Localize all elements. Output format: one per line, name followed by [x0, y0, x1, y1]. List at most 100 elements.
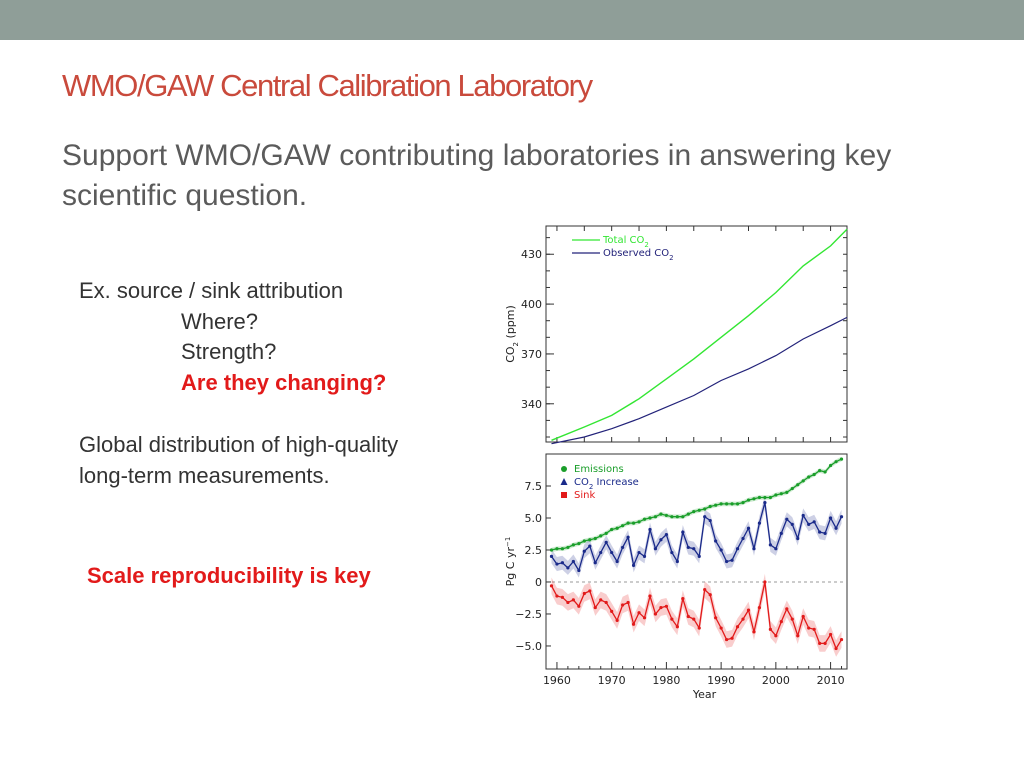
- emissions-point: [675, 515, 679, 519]
- co2-increase-point: [653, 547, 658, 551]
- co2-increase-point: [599, 550, 603, 555]
- co2-increase-uncertainty-band: [551, 495, 842, 578]
- co2-increase-point: [675, 559, 679, 564]
- attribution-heading: Ex. source / sink attribution: [79, 278, 344, 303]
- key-message: Scale reproducibility is key: [87, 563, 371, 588]
- sink-point: [686, 614, 690, 619]
- emissions-point: [692, 509, 696, 514]
- emissions-point: [637, 520, 641, 524]
- sink-point: [582, 591, 586, 596]
- emissions-point: [604, 531, 608, 535]
- sink-point: [692, 617, 696, 621]
- co2-y-tick-label: 430: [521, 248, 542, 261]
- emissions-point: [828, 463, 833, 468]
- emissions-point: [697, 508, 701, 512]
- budget-x-tick-label: 1970: [598, 674, 626, 687]
- emissions-point: [714, 503, 718, 507]
- co2-increase-point: [604, 540, 608, 544]
- co2-increase-point: [571, 559, 575, 564]
- sink-point: [621, 603, 625, 607]
- sink-point: [735, 625, 740, 629]
- sink-point: [828, 632, 833, 637]
- sink-legend-label: Sink: [574, 490, 595, 501]
- budget-x-tick-label: 1960: [543, 674, 571, 687]
- co2-increase-point: [812, 520, 816, 524]
- sink-point: [714, 616, 718, 620]
- emissions-point: [774, 493, 778, 497]
- sink-point: [725, 637, 729, 642]
- emissions-point: [599, 534, 603, 538]
- budget-y-tick-label: 5.0: [525, 512, 543, 525]
- sink-point: [763, 580, 767, 584]
- emissions-point: [648, 516, 652, 520]
- co2-increase-point: [708, 518, 712, 523]
- co2-increase-point: [555, 562, 559, 566]
- emissions-point: [790, 486, 794, 491]
- co2-increase-point: [774, 547, 778, 551]
- sink-point: [796, 634, 800, 638]
- sink-point: [571, 598, 575, 602]
- page-subtitle: Support WMO/GAW contributing laboratorie…: [62, 139, 892, 212]
- co2-increase-point: [730, 558, 734, 562]
- sink-legend-marker: [561, 492, 567, 498]
- emissions-point: [785, 490, 789, 494]
- co2-increase-point: [746, 526, 751, 530]
- budget-y-tick-label: 2.5: [525, 544, 543, 557]
- budget-x-tick-label: 1990: [707, 674, 735, 687]
- attribution-block: Ex. source / sink attribution Where? Str…: [79, 276, 386, 398]
- co2-plot-frame: [545, 225, 848, 443]
- budget-y-tick-label: −5.0: [515, 640, 542, 653]
- top-banner: [0, 0, 1024, 40]
- budget-x-axis-label: Year: [692, 688, 717, 701]
- co2-y-tick-label: 340: [521, 398, 542, 411]
- sink-point: [812, 627, 816, 631]
- emissions-point: [615, 526, 619, 530]
- emissions-point: [763, 495, 767, 500]
- sink-point: [779, 620, 783, 624]
- co2-increase-point: [752, 547, 756, 551]
- emissions-point: [653, 515, 658, 519]
- co2-increase-point: [681, 530, 685, 534]
- co2-increase-point: [741, 536, 745, 541]
- co2-increase-point: [648, 527, 652, 532]
- budget-y-tick-label: −2.5: [515, 608, 542, 621]
- sink-point: [839, 637, 844, 642]
- co2-y-axis-label: CO2 (ppm): [504, 305, 520, 363]
- co2-increase-point: [659, 538, 663, 542]
- emissions-point: [735, 502, 740, 506]
- sink-point: [818, 641, 822, 646]
- sink-point: [785, 607, 789, 611]
- emissions-point: [757, 495, 762, 500]
- co2-increase-point: [801, 513, 805, 518]
- co2-increase-point: [790, 522, 794, 526]
- sink-point: [697, 626, 701, 630]
- emissions-point: [566, 545, 570, 550]
- emissions-point: [812, 472, 816, 477]
- co2-increase-point: [549, 554, 554, 558]
- co2-increase-point: [626, 535, 630, 539]
- sink-point: [599, 598, 603, 602]
- emissions-legend-marker: [561, 466, 567, 472]
- sink-point: [834, 646, 838, 651]
- sink-point: [807, 626, 811, 630]
- sink-uncertainty-band: [551, 573, 842, 657]
- emissions-point: [549, 548, 554, 552]
- budget-x-tick-label: 2000: [762, 674, 790, 687]
- co2-legend-label: Observed CO2: [603, 248, 674, 262]
- sink-point: [626, 600, 630, 605]
- sink-point: [670, 617, 674, 621]
- sink-point: [566, 600, 570, 605]
- attribution-highlight: Are they changing?: [181, 369, 387, 395]
- co2-increase-point: [757, 521, 762, 525]
- co2-y-tick-label: 370: [521, 348, 542, 361]
- co2-increase-point: [566, 566, 570, 570]
- sink-point: [741, 617, 745, 621]
- co2-increase-point: [823, 531, 827, 535]
- page-title: WMO/GAW Central Calibration Laboratory: [62, 68, 593, 103]
- attribution-item-strength: Strength?: [181, 339, 277, 364]
- emissions-point: [681, 515, 685, 519]
- emissions-point: [642, 517, 647, 521]
- sink-point: [719, 626, 723, 630]
- co2-increase-point: [560, 561, 565, 565]
